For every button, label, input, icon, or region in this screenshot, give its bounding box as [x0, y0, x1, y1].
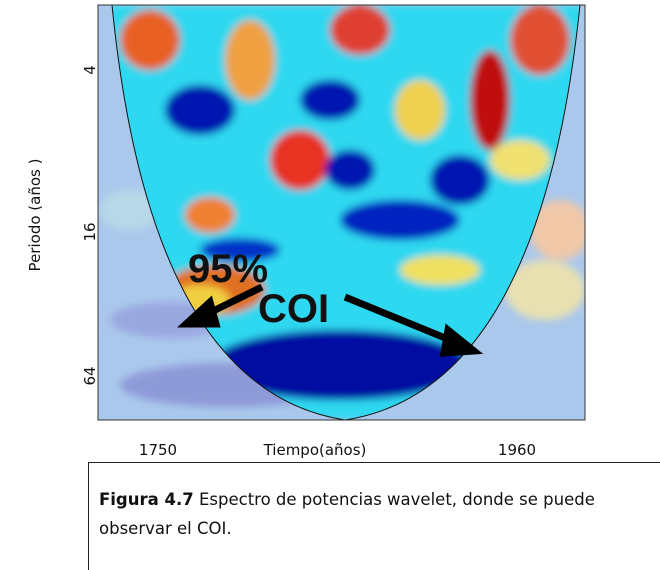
- y-axis-label: Periodo (años ): [26, 159, 44, 272]
- x-tick-label: 1750: [139, 441, 177, 459]
- annotation: COI: [258, 287, 329, 331]
- caption: Figura 4.7 Espectro de potencias wavelet…: [88, 462, 660, 570]
- caption-label: Figura 4.7: [99, 490, 194, 509]
- page: 4 16 64 1750 1960 Tiempo(años) Periodo (…: [0, 0, 660, 570]
- y-tick-label: 4: [81, 65, 99, 75]
- x-axis-label: Tiempo(años): [263, 441, 367, 459]
- figure: 4 16 64 1750 1960 Tiempo(años) Periodo (…: [0, 0, 660, 460]
- y-tick-label: 16: [81, 222, 99, 241]
- wavelet-spectrum: [98, 5, 590, 420]
- y-tick-label: 64: [81, 366, 99, 385]
- x-tick-label: 1960: [498, 441, 536, 459]
- annotation: 95%: [188, 247, 268, 291]
